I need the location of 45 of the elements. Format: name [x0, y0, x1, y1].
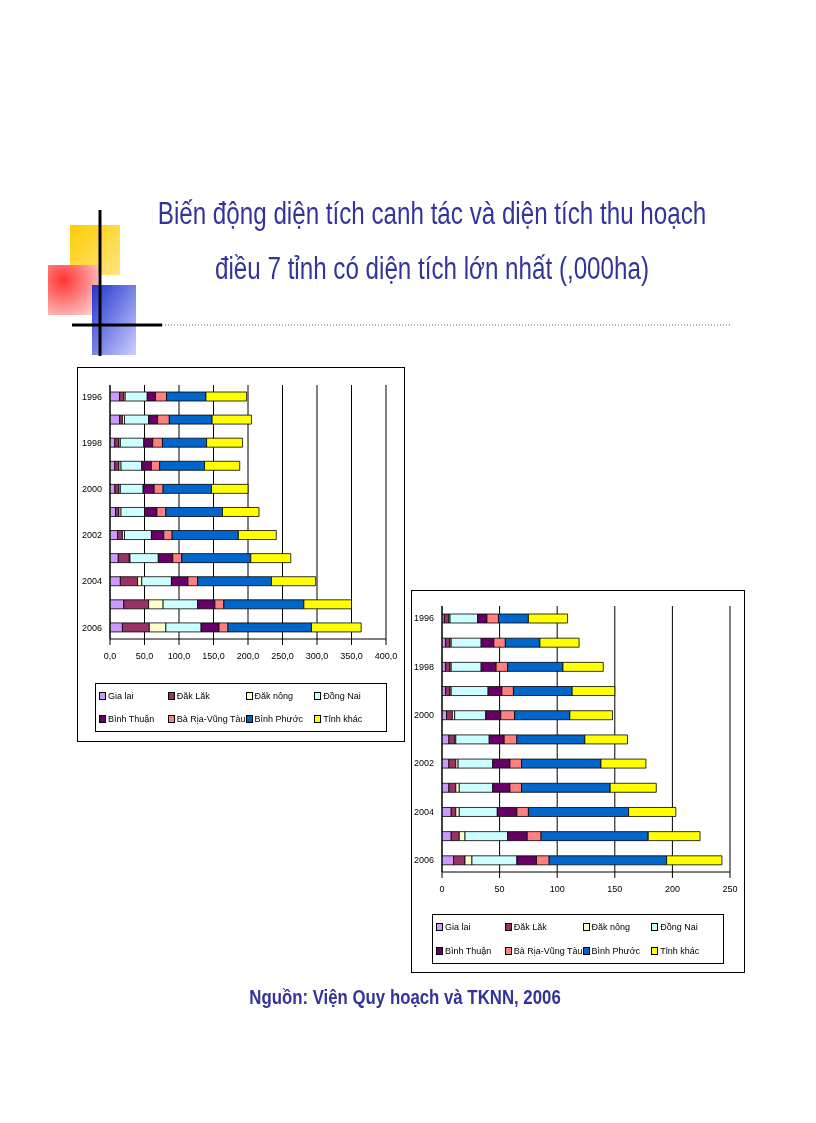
x-tick-label: 250 [722, 884, 738, 895]
x-tick-label: 150 [607, 884, 623, 895]
chart-title: Biến động diện tích canh tác và diện tích thu hoạch điều 7 tỉnh có diện tích lớn nhất (,000ha) [156, 195, 708, 288]
x-tick-label: 350,0 [340, 651, 363, 662]
y-tick-label: 1996 [81, 391, 102, 402]
y-tick-label: 1996 [413, 613, 434, 624]
legend-label: Bình Phước [254, 714, 304, 725]
x-tick-label: 50,0 [135, 651, 154, 662]
legend-label: Đăk Lăk [176, 690, 210, 701]
x-tick-label: 50 [494, 884, 505, 895]
legend-label: Gia lai [445, 922, 471, 932]
y-tick-label: 1998 [81, 437, 102, 448]
x-tick-label: 250,0 [271, 651, 294, 662]
y-tick-label: 2004 [81, 576, 102, 587]
legend-label: Đồng Nai [323, 690, 361, 701]
legend-label: Bình Thuận [445, 946, 492, 956]
y-tick-label: 2004 [413, 806, 434, 817]
legend-label: Bình Thuận [108, 714, 155, 725]
x-tick-label: 400,0 [374, 651, 398, 662]
y-tick-label: 2006 [413, 855, 434, 866]
x-tick-label: 100,0 [167, 651, 191, 662]
legend-label: Bà Rịa-Vũng Tàu [176, 714, 246, 725]
y-tick-label: 2000 [81, 484, 102, 495]
legend-label: Đồng Nai [660, 922, 698, 932]
y-tick-label: 2006 [81, 622, 102, 633]
y-tick-label: 2002 [81, 530, 102, 541]
legend-label: Tỉnh khác [660, 946, 700, 956]
text: Nguồn: Viện Quy hoạch và TKNN, 2006 [248, 985, 562, 1009]
x-tick-label: 0 [439, 884, 445, 895]
x-tick-label: 150,0 [202, 651, 225, 662]
x-tick-label: 200 [664, 884, 680, 895]
legend-label: Gia lai [108, 690, 134, 701]
x-tick-label: 200,0 [236, 651, 260, 662]
legend-label: Bình Phước [591, 946, 641, 956]
x-tick-label: 0,0 [103, 651, 117, 662]
x-tick-label: 300,0 [305, 651, 329, 662]
legend-label: Đăk nông [254, 690, 294, 701]
x-tick-label: 100 [549, 884, 565, 895]
y-tick-label: 1998 [413, 661, 434, 672]
y-tick-label: 2000 [413, 710, 434, 721]
y-tick-label: 2002 [413, 758, 434, 769]
legend-label: Bà Rịa-Vũng Tàu [513, 946, 583, 956]
legend-label: Tỉnh khác [323, 714, 363, 725]
legend-label: Đăk nông [591, 922, 631, 932]
legend-label: Đăk Lăk [513, 922, 547, 932]
